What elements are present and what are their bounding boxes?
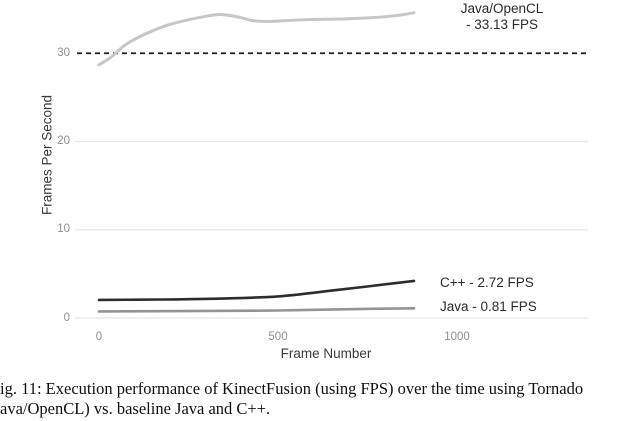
- legend-java-opencl-fps: - 33.13 FPS: [465, 16, 539, 32]
- x-tick-1000: 1000: [444, 331, 470, 343]
- caption-line-2: ava/OpenCL) vs. baseline Java and C++.: [0, 398, 271, 418]
- y-axis-title: Frames Per Second: [39, 94, 55, 216]
- x-axis-title: Frame Number: [280, 346, 372, 361]
- y-tick-0: 0: [63, 311, 70, 324]
- line-chart-canvas: [75, 11, 588, 319]
- y-tick-10: 10: [57, 223, 70, 236]
- legend-java-opencl: Java/OpenCL - 33.13 FPS: [461, 1, 544, 32]
- series-line-java: [97, 307, 416, 313]
- series-line-c-: [97, 279, 416, 302]
- x-tick-0: 0: [95, 331, 103, 343]
- series-line-java-opencl: [97, 11, 416, 67]
- legend-java: Java - 0.81 FPS: [440, 299, 537, 314]
- caption-line-1: ig. 11: Execution performance of KinectF…: [0, 379, 584, 398]
- y-tick-30: 30: [57, 46, 70, 59]
- legend-java-opencl-name: Java/OpenCL: [460, 1, 544, 16]
- figure-caption: ig. 11: Execution performance of KinectF…: [0, 379, 640, 418]
- legend-cpp: C++ - 2.72 FPS: [440, 275, 534, 290]
- y-tick-20: 20: [57, 135, 70, 148]
- x-tick-500: 500: [268, 331, 288, 343]
